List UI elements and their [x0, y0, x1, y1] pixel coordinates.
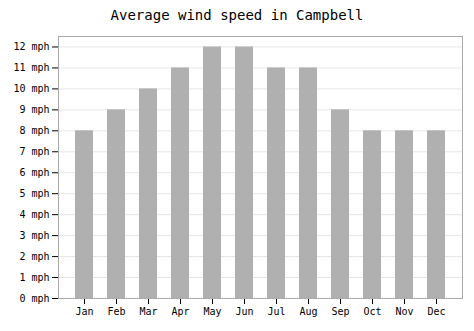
svg-text:Oct: Oct	[363, 306, 381, 317]
svg-text:9 mph: 9 mph	[19, 104, 49, 115]
svg-text:4 mph: 4 mph	[19, 209, 49, 220]
svg-text:6 mph: 6 mph	[19, 167, 49, 178]
svg-text:11 mph: 11 mph	[13, 62, 49, 73]
svg-text:Jan: Jan	[75, 306, 93, 317]
svg-text:3 mph: 3 mph	[19, 230, 49, 241]
svg-text:Mar: Mar	[139, 306, 157, 317]
svg-text:Feb: Feb	[107, 306, 125, 317]
svg-text:10 mph: 10 mph	[13, 83, 49, 94]
svg-text:12 mph: 12 mph	[13, 41, 49, 52]
svg-text:0 mph: 0 mph	[19, 293, 49, 304]
svg-text:2 mph: 2 mph	[19, 251, 49, 262]
svg-text:Sep: Sep	[331, 306, 349, 317]
svg-text:5 mph: 5 mph	[19, 188, 49, 199]
svg-text:8 mph: 8 mph	[19, 125, 49, 136]
svg-text:Jun: Jun	[235, 306, 253, 317]
svg-text:Jul: Jul	[267, 306, 285, 317]
svg-text:Nov: Nov	[395, 306, 413, 317]
svg-text:May: May	[203, 306, 221, 317]
html-text:Average wind speed in Campbell: Average wind speed in Campbell	[110, 7, 364, 23]
svg-text:7 mph: 7 mph	[19, 146, 49, 157]
svg-text:Aug: Aug	[299, 306, 317, 317]
svg-text:1 mph: 1 mph	[19, 272, 49, 283]
svg-text:Dec: Dec	[427, 306, 445, 317]
svg-text:Apr: Apr	[171, 306, 189, 317]
